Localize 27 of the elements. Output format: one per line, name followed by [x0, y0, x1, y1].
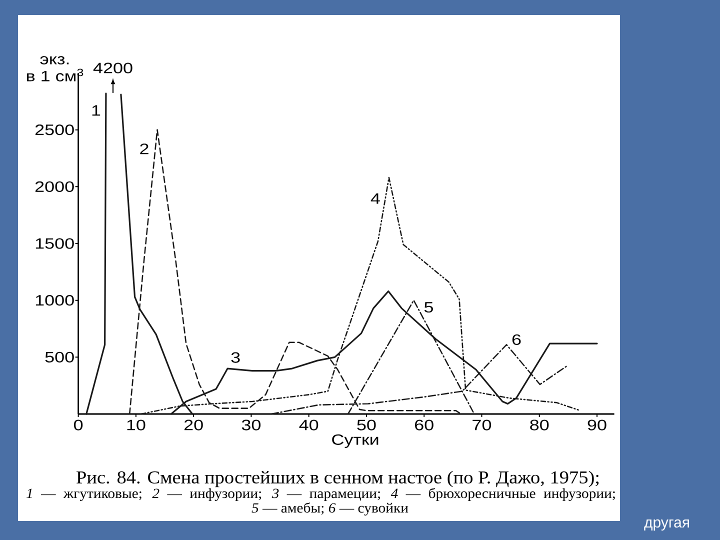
- x-tick-label: 20: [184, 420, 203, 430]
- text: другая: [644, 519, 689, 531]
- x-tick-label: 50: [357, 420, 376, 430]
- x-tick-label: 30: [242, 420, 261, 430]
- x-tick-label: 40: [299, 420, 318, 430]
- y-tick-label: 1000: [36, 295, 74, 306]
- y-tick-label: 1500: [36, 238, 74, 249]
- x-tick-label: 60: [415, 420, 434, 430]
- x-tick-label: 0: [74, 420, 83, 430]
- annotation: 4200: [93, 62, 132, 74]
- text: Рис. 84. Смена простейших в сенном настое (по Р. Дажо, 1975);: [76, 470, 599, 488]
- x-axis-title: Сутки: [332, 434, 378, 448]
- x-tick-label: 90: [588, 420, 606, 430]
- series-label: 1: [92, 105, 100, 116]
- text: 5 — амебы; 6 — сувойки: [252, 502, 408, 516]
- x-tick-label: 80: [530, 420, 549, 430]
- y-tick-label: 500: [45, 352, 74, 362]
- x-tick-label: 10: [127, 420, 146, 430]
- y-tick-label: 2500: [35, 124, 74, 136]
- series-label: 4: [370, 193, 380, 204]
- series-label: 3: [231, 352, 240, 363]
- text: 1 — жгутиковые; 2 — инфузории; 3 — парамеции; 4 — брюхоресничные инфузории;: [26, 488, 615, 502]
- series-label: 6: [512, 334, 521, 345]
- series-label: 5: [424, 302, 433, 313]
- series-label: 2: [140, 144, 148, 154]
- y-tick-label: 2000: [35, 181, 74, 192]
- x-tick-label: 70: [472, 420, 492, 430]
